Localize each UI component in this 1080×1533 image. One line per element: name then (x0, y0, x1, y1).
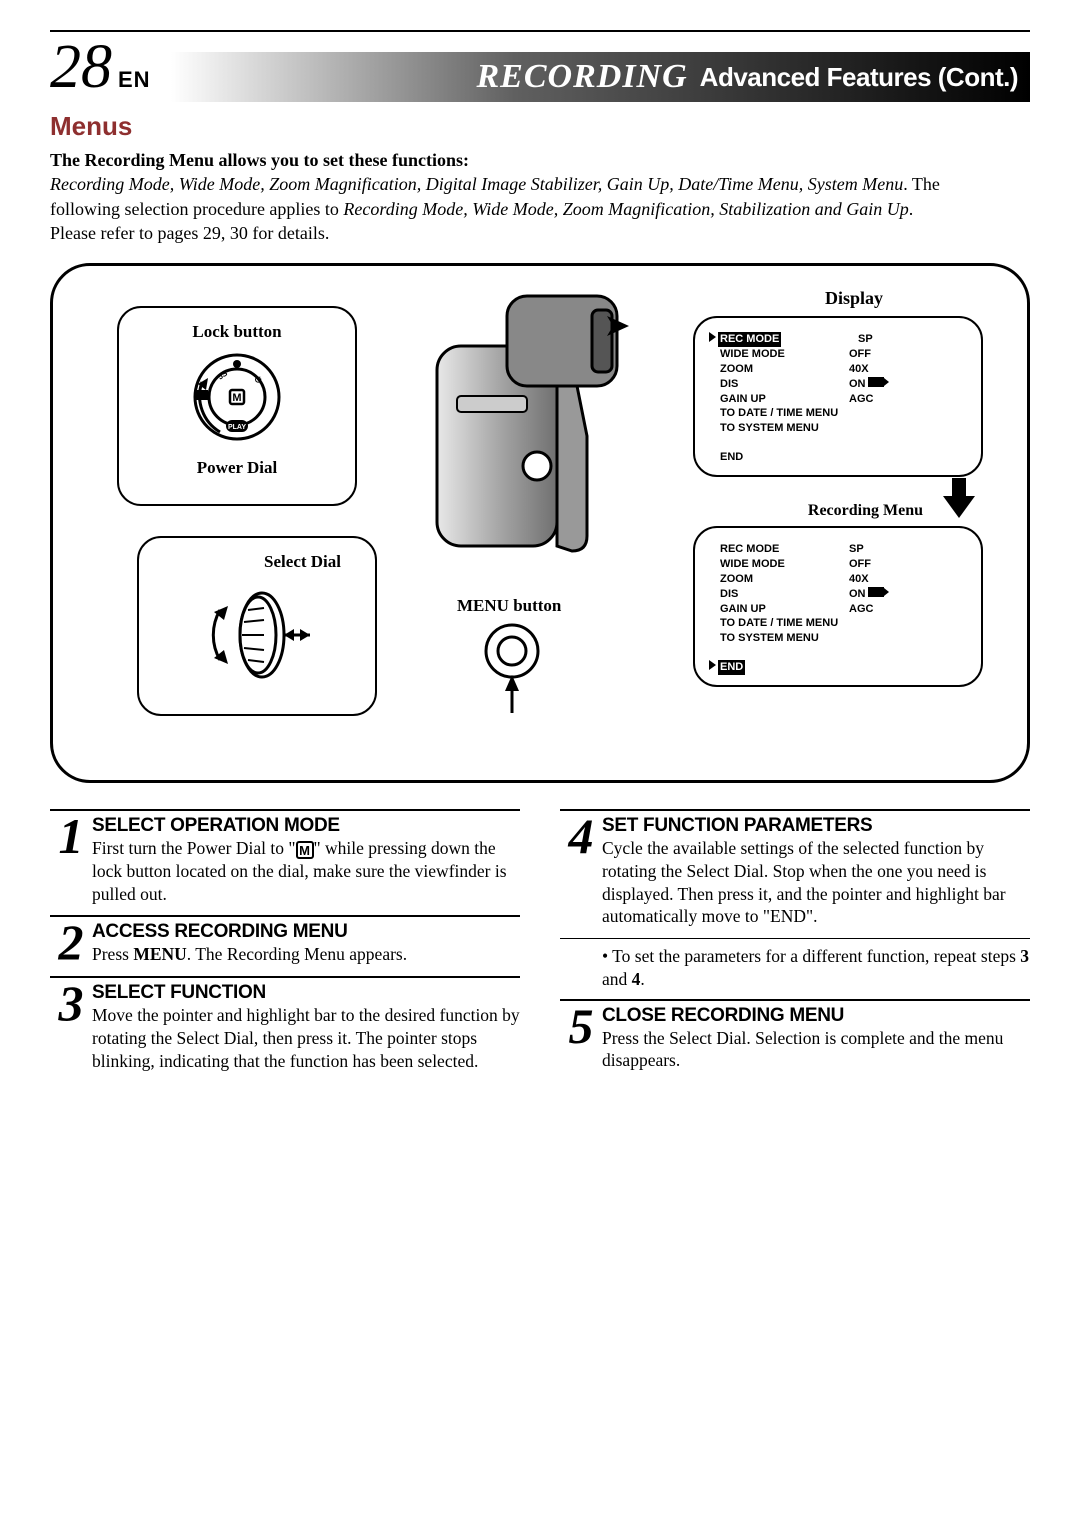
camera-illustration (397, 286, 632, 566)
select-dial-label: Select Dial (153, 552, 361, 572)
power-dial-label: Power Dial (133, 458, 341, 478)
power-dial-icon: M 5S ⏻ PLAY (182, 342, 292, 452)
menu-button-label: MENU button (457, 596, 561, 616)
m-mode-icon: M (296, 841, 314, 859)
menu-val: SP (858, 332, 873, 347)
camera-icon (868, 587, 884, 597)
menu-item: TO SYSTEM MENU (709, 631, 819, 646)
menu-end: END (709, 450, 743, 465)
step-5: 5 CLOSE RECORDING MENU Press the Select … (560, 999, 1030, 1073)
step-1: 1 SELECT OPERATION MODE First turn the P… (50, 809, 520, 905)
intro-ref: Please refer to pages 29, 30 for details… (50, 223, 329, 243)
pointer-icon (709, 332, 716, 342)
step-number: 5 (560, 1005, 602, 1073)
step-title: SET FUNCTION PARAMETERS (602, 815, 1030, 837)
intro-italic2: Recording Mode, Wide Mode, Zoom Magnific… (343, 199, 908, 219)
intro-period: . (909, 199, 914, 219)
step-text: Press MENU. The Recording Menu appears. (92, 943, 520, 966)
menu-item: TO DATE / TIME MENU (709, 616, 838, 631)
subtitle: Advanced Features (Cont.) (700, 62, 1018, 93)
manual-page: 28 EN RECORDING Advanced Features (Cont.… (0, 0, 1080, 1112)
step-number: 1 (50, 815, 92, 905)
page-header: 28 EN RECORDING Advanced Features (Cont.… (50, 30, 1030, 103)
step-title: ACCESS RECORDING MENU (92, 921, 520, 943)
step-title: SELECT OPERATION MODE (92, 815, 520, 837)
svg-text:M: M (232, 392, 241, 404)
lock-button-label: Lock button (133, 322, 341, 342)
intro-italic1: Recording Mode, Wide Mode, Zoom Magnific… (50, 174, 903, 194)
page-lang: EN (118, 67, 151, 93)
menu-end-highlight: END (718, 660, 745, 675)
menu-item: ZOOM (709, 572, 849, 587)
step-text: Cycle the available settings of the sele… (602, 837, 1030, 928)
step-text: Move the pointer and highlight bar to th… (92, 1004, 520, 1072)
menu-val: SP (849, 542, 864, 557)
step-title: CLOSE RECORDING MENU (602, 1005, 1030, 1027)
recording-heading: RECORDING (477, 58, 688, 96)
menu-val: OFF (849, 557, 871, 572)
arrow-down-icon (943, 496, 975, 518)
menu-val: OFF (849, 347, 871, 362)
recording-menu-display-2: REC MODESP WIDE MODEOFF ZOOM40X DISON GA… (693, 526, 983, 687)
menu-val: ON (849, 378, 866, 390)
step-note: • To set the parameters for a different … (560, 938, 1030, 999)
menu-item: WIDE MODE (709, 347, 849, 362)
menu-item: TO SYSTEM MENU (709, 421, 819, 436)
menu-item-highlight: REC MODE (718, 332, 781, 347)
menu-val: AGC (849, 602, 873, 617)
step-number: 3 (50, 982, 92, 1072)
display-label: Display (825, 288, 883, 309)
menu-item: TO DATE / TIME MENU (709, 406, 838, 421)
menu-item: ZOOM (709, 362, 849, 377)
diagram-box: Lock button M 5S ⏻ PLAY Power Dial (50, 263, 1030, 783)
step-2: 2 ACCESS RECORDING MENU Press MENU. The … (50, 915, 520, 966)
intro-paragraph: The Recording Menu allows you to set the… (50, 148, 970, 245)
menu-val: 40X (849, 572, 869, 587)
select-dial-icon (192, 580, 322, 690)
menu-val: ON (849, 588, 866, 600)
recording-menu-display-1: REC MODE SP WIDE MODEOFF ZOOM40X DISON GA… (693, 316, 983, 477)
menu-item: WIDE MODE (709, 557, 849, 572)
step-4: 4 SET FUNCTION PARAMETERS Cycle the avai… (560, 809, 1030, 928)
menu-item: DIS (709, 587, 849, 602)
menu-button-icon (477, 621, 547, 721)
steps-container: 1 SELECT OPERATION MODE First turn the P… (50, 809, 1030, 1082)
steps-col-left: 1 SELECT OPERATION MODE First turn the P… (50, 809, 520, 1082)
menu-item: REC MODE (709, 542, 849, 557)
step-3: 3 SELECT FUNCTION Move the pointer and h… (50, 976, 520, 1072)
pointer-icon (709, 660, 716, 670)
step-title: SELECT FUNCTION (92, 982, 520, 1004)
menu-item: GAIN UP (709, 602, 849, 617)
recording-menu-label: Recording Menu (808, 502, 923, 520)
section-title: Menus (50, 111, 1030, 142)
menu-item: GAIN UP (709, 392, 849, 407)
step-text: First turn the Power Dial to "M" while p… (92, 837, 520, 905)
menu-val: 40X (849, 362, 869, 377)
lock-button-callout: Lock button M 5S ⏻ PLAY Power Dial (117, 306, 357, 506)
page-number: 28 (50, 32, 118, 103)
step-text: Press the Select Dial. Selection is comp… (602, 1027, 1030, 1073)
step-number: 4 (560, 815, 602, 928)
menu-item: DIS (709, 377, 849, 392)
header-title-bar: RECORDING Advanced Features (Cont.) (171, 52, 1030, 102)
camera-icon (868, 377, 884, 387)
step-number: 2 (50, 921, 92, 966)
menu-val: AGC (849, 392, 873, 407)
svg-text:PLAY: PLAY (228, 424, 246, 431)
intro-bold: The Recording Menu allows you to set the… (50, 150, 469, 170)
select-dial-callout: Select Dial (137, 536, 377, 716)
steps-col-right: 4 SET FUNCTION PARAMETERS Cycle the avai… (560, 809, 1030, 1082)
